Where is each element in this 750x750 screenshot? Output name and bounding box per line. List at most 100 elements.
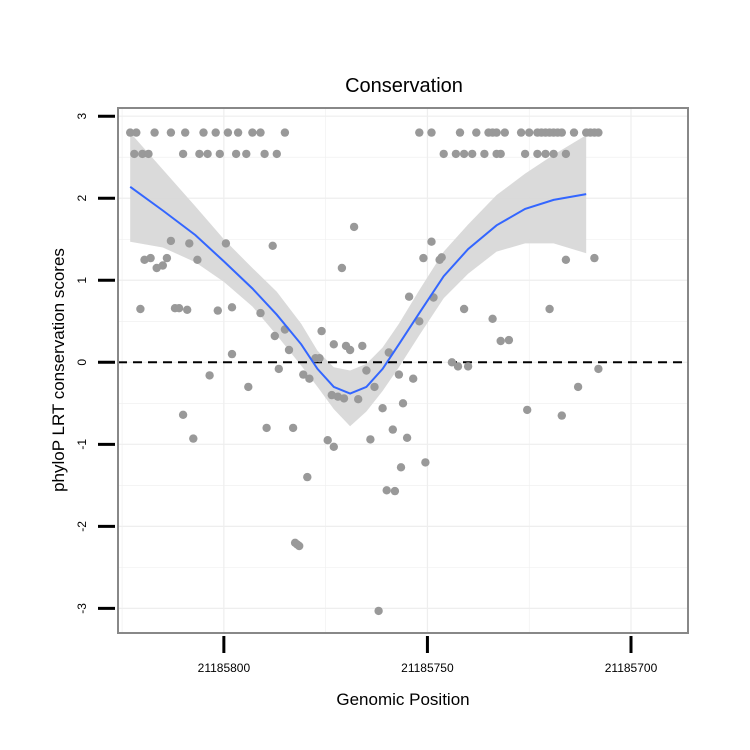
data-point — [362, 366, 371, 375]
y-tick-label: 2 — [75, 195, 89, 202]
chart-title: Conservation — [345, 75, 463, 97]
data-points — [126, 128, 603, 616]
data-point — [270, 331, 279, 341]
y-tick-label: -2 — [75, 521, 89, 532]
data-point — [227, 349, 237, 359]
data-point — [260, 149, 269, 159]
data-point — [488, 314, 497, 323]
data-point — [162, 253, 172, 263]
data-point — [427, 128, 436, 137]
data-point — [504, 335, 514, 345]
data-point — [185, 239, 194, 248]
data-point — [339, 394, 349, 403]
data-point — [573, 382, 583, 392]
data-point — [130, 149, 139, 159]
data-point — [138, 149, 147, 159]
data-point — [233, 128, 243, 137]
data-point — [520, 149, 530, 159]
data-point — [126, 128, 135, 137]
data-point — [557, 128, 566, 137]
data-point — [459, 304, 469, 314]
data-point — [545, 304, 554, 314]
data-point — [244, 382, 253, 392]
data-point — [299, 370, 308, 379]
data-point — [404, 292, 414, 301]
data-point — [211, 128, 220, 137]
data-point — [496, 336, 505, 346]
data-point — [569, 128, 579, 137]
data-point — [323, 436, 332, 445]
data-point — [329, 442, 338, 451]
data-point — [421, 458, 430, 467]
data-point — [221, 239, 231, 248]
data-point — [533, 149, 542, 159]
data-point — [146, 253, 155, 263]
data-point — [181, 128, 190, 137]
x-axis: 21185800 21185750 21185700 — [198, 636, 658, 675]
data-point — [390, 486, 400, 496]
data-point — [468, 149, 477, 159]
smooth-line — [129, 185, 587, 395]
data-point — [561, 255, 571, 264]
data-point — [183, 305, 192, 314]
plot-border — [117, 107, 689, 634]
data-point — [199, 128, 208, 137]
x-axis-label: Genomic Position — [336, 690, 469, 709]
data-point — [463, 362, 473, 371]
data-point — [402, 433, 412, 442]
data-point — [132, 128, 141, 137]
data-point — [459, 149, 469, 159]
data-point — [272, 149, 281, 159]
y-tick-label: 3 — [75, 113, 89, 120]
data-point — [472, 128, 481, 137]
data-point — [594, 128, 603, 137]
data-point — [455, 128, 465, 137]
data-point — [248, 128, 257, 137]
data-point — [358, 341, 367, 351]
data-point — [203, 149, 212, 159]
data-point — [492, 128, 501, 137]
data-point — [409, 374, 418, 383]
data-point — [349, 222, 359, 232]
data-point — [396, 463, 406, 472]
confidence-ribbon — [130, 132, 587, 427]
x-tick-label: 21185700 — [605, 661, 658, 675]
data-point — [345, 345, 355, 355]
data-point — [378, 404, 387, 413]
data-point — [427, 237, 436, 246]
data-point — [166, 236, 176, 246]
data-point — [136, 304, 145, 314]
data-point — [178, 410, 188, 419]
data-point — [398, 399, 408, 408]
data-point — [500, 128, 509, 137]
data-point — [337, 263, 347, 273]
data-point — [374, 606, 383, 616]
data-point — [523, 405, 532, 415]
data-point — [305, 374, 314, 383]
data-point — [370, 382, 379, 392]
data-point — [174, 304, 184, 313]
data-point — [437, 253, 446, 262]
data-point — [303, 472, 312, 482]
data-point — [329, 340, 338, 349]
data-point — [525, 128, 534, 137]
data-point — [256, 308, 265, 318]
data-point — [274, 364, 283, 374]
data-point — [394, 370, 404, 379]
data-point — [561, 149, 571, 159]
x-tick-label: 21185800 — [198, 661, 251, 675]
data-point — [215, 149, 224, 159]
data-point — [144, 149, 153, 159]
data-point — [453, 362, 463, 371]
data-point — [480, 149, 489, 159]
data-point — [166, 128, 176, 137]
data-point — [227, 303, 237, 312]
plot-panel — [118, 108, 688, 633]
x-tick-label: 21185750 — [401, 661, 454, 675]
data-point — [541, 149, 550, 159]
y-axis-label: phyloP LRT conservation scores — [49, 248, 68, 492]
data-point — [388, 425, 397, 434]
data-point — [280, 128, 290, 137]
y-tick-label: -3 — [75, 603, 89, 614]
data-point — [295, 541, 304, 551]
